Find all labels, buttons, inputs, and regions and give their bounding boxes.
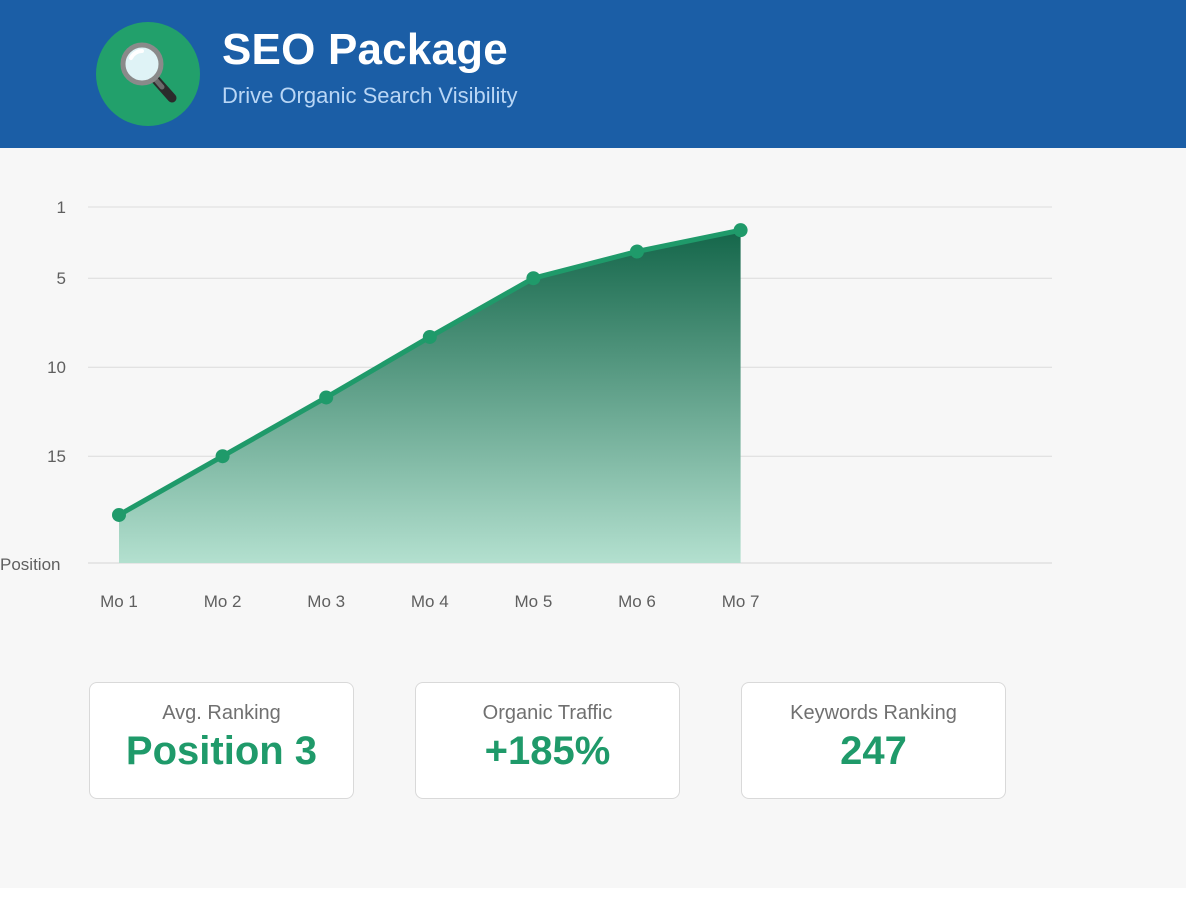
x-tick-label: Mo 2	[204, 592, 242, 611]
x-tick-label: Mo 7	[722, 592, 760, 611]
x-axis-ticks: Mo 1 Mo 2 Mo 3 Mo 4 Mo 5 Mo 6 Mo 7	[100, 592, 759, 611]
y-tick-label: 10	[47, 358, 66, 377]
stat-value: 247	[840, 729, 907, 773]
data-point	[630, 244, 644, 259]
stat-label: Avg. Ranking	[162, 702, 281, 724]
data-points	[112, 223, 748, 522]
x-tick-label: Mo 3	[307, 592, 345, 611]
page-title: SEO Package	[222, 25, 508, 74]
data-point	[215, 449, 230, 464]
y-tick-label: 1	[57, 198, 66, 217]
area-fill-shape	[119, 230, 741, 563]
stat-card-avg-ranking: Avg. Ranking Position 3	[89, 682, 354, 799]
x-tick-label: Mo 5	[515, 592, 553, 611]
page-subtitle: Drive Organic Search Visibility	[222, 83, 518, 108]
area-fill	[119, 230, 741, 563]
stat-card-organic-traffic: Organic Traffic +185%	[415, 682, 680, 799]
data-point	[733, 223, 748, 238]
y-tick-label: 15	[47, 447, 66, 466]
data-point	[526, 271, 541, 286]
header-banner: SEO Package Drive Organic Search Visibil…	[0, 0, 1186, 148]
x-tick-label: Mo 1	[100, 592, 138, 611]
data-point	[319, 390, 334, 405]
x-tick-label: Mo 6	[618, 592, 656, 611]
page: SEO Package Drive Organic Search Visibil…	[0, 0, 1186, 799]
stat-value: Position 3	[125, 729, 318, 773]
y-axis-label: Position	[0, 555, 60, 574]
stat-label: Organic Traffic	[482, 702, 613, 724]
x-tick-label: Mo 4	[411, 592, 449, 611]
data-point	[422, 329, 437, 344]
data-point	[112, 507, 126, 522]
stat-label: Keywords Ranking	[790, 702, 957, 724]
y-tick-label: 5	[57, 269, 66, 288]
stat-card-keywords-ranking: Keywords Ranking 247	[741, 682, 1006, 799]
magnifying-glass-icon	[120, 42, 177, 103]
logo-badge	[96, 22, 200, 126]
stat-value: +185%	[484, 729, 611, 773]
